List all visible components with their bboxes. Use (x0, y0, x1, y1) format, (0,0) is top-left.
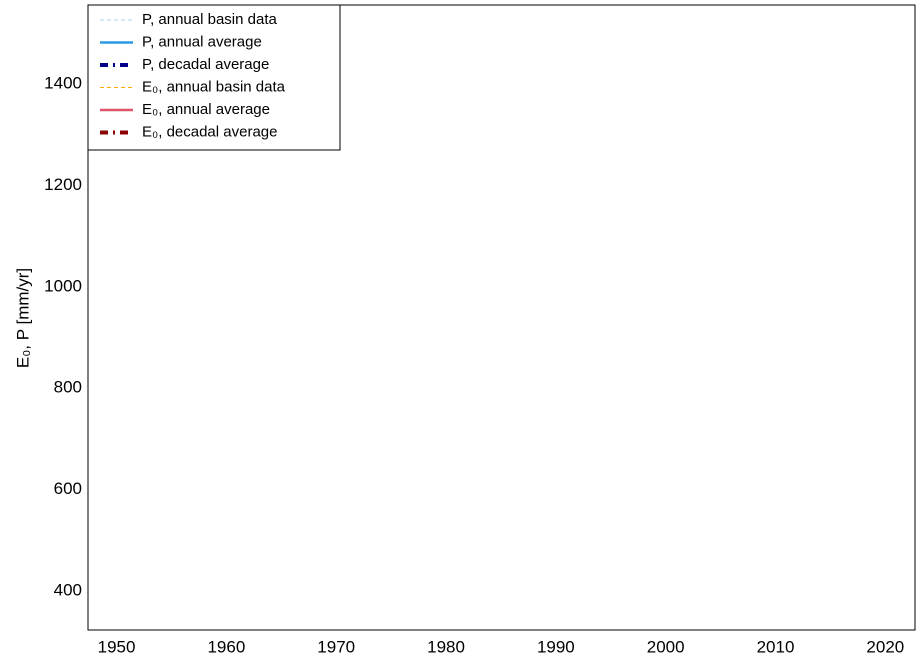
legend-label: E₀, decadal average (142, 123, 277, 140)
x-tick-label: 1970 (317, 637, 355, 656)
y-axis-label: E₀, P [mm/yr] (13, 268, 32, 368)
legend-label: P, annual basin data (142, 11, 277, 28)
legend-label: P, annual average (142, 33, 262, 50)
y-tick-label: 600 (54, 479, 82, 498)
legend-box (87, 4, 341, 151)
x-tick-label: 2020 (866, 637, 904, 656)
x-tick-label: 1950 (98, 637, 136, 656)
legend-label: P, decadal average (142, 56, 269, 73)
y-tick-label: 1400 (44, 74, 82, 93)
legend-label: E₀, annual basin data (142, 78, 286, 95)
legend: P, annual basin data P, annual average P, … (87, 4, 341, 151)
y-tick-label: 800 (54, 378, 82, 397)
x-tick-label: 2010 (757, 637, 795, 656)
x-tick-label: 2000 (647, 637, 685, 656)
y-tick-label: 1000 (44, 276, 82, 295)
x-tick-label: 1960 (207, 637, 245, 656)
y-tick-label: 1200 (44, 175, 82, 194)
y-tick-label: 400 (54, 580, 82, 599)
x-tick-label: 1980 (427, 637, 465, 656)
x-tick-label: 1990 (537, 637, 575, 656)
legend-label: E₀, annual average (142, 101, 270, 118)
